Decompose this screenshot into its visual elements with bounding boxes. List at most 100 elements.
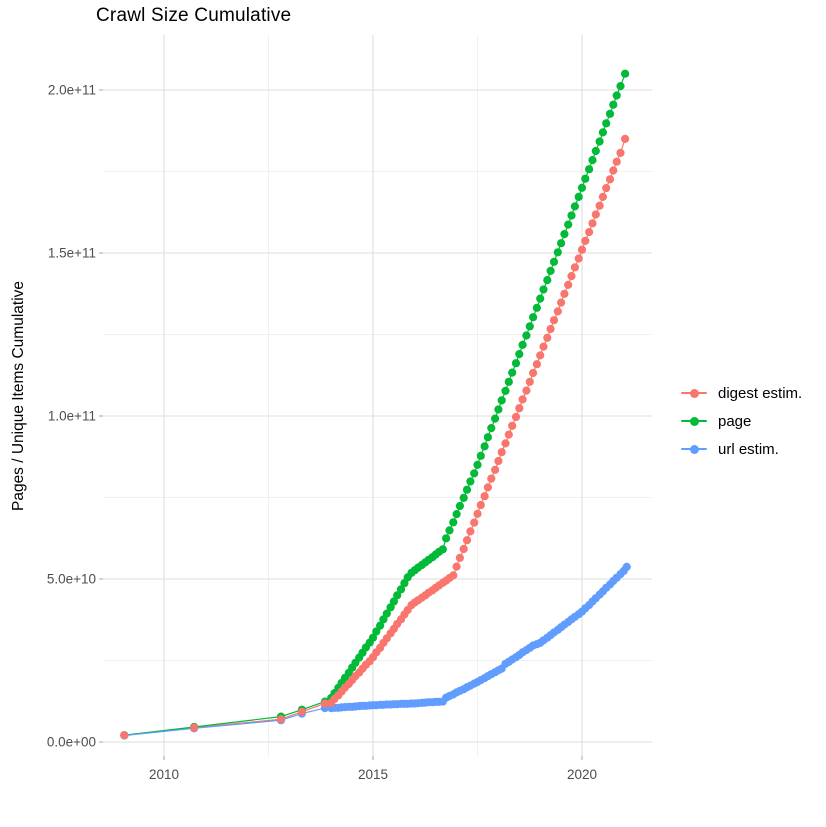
legend-item-url: url estim. [681, 435, 802, 463]
series-point-page [605, 109, 615, 118]
series-point-digest-estim- [609, 166, 618, 175]
series-point-digest-estim- [570, 263, 580, 272]
series-point-digest-estim- [480, 492, 489, 501]
series-point-digest-estim- [452, 562, 461, 571]
series-point-digest-estim- [529, 368, 538, 378]
series-point-page [480, 442, 489, 451]
series-point-page [532, 303, 542, 312]
series-point-digest-estim- [459, 544, 468, 554]
series-point-digest-estim- [483, 483, 492, 492]
series-point-page [396, 585, 406, 594]
series-point-digest-estim- [543, 333, 552, 342]
series-point-page [549, 257, 559, 266]
series-point-page [473, 460, 482, 469]
series-point-page [466, 477, 475, 486]
series-point-page [536, 294, 545, 303]
series-point-digest-estim- [612, 157, 621, 166]
series-point-page [487, 424, 496, 433]
series-point-digest-estim- [494, 456, 503, 466]
series-point-digest-estim- [462, 536, 472, 545]
series-point-page [442, 534, 451, 543]
y-tick-label: 2.0e+11 [48, 83, 96, 98]
series-point-page [508, 368, 517, 377]
series-point-digest-estim- [501, 439, 510, 448]
legend-label: page [718, 412, 752, 430]
legend-item-digest: digest estim. [681, 379, 802, 407]
series-point-page [455, 501, 464, 511]
series-point-digest-estim- [591, 210, 600, 219]
series-point-digest-estim- [190, 723, 199, 732]
series-point-page [382, 609, 391, 618]
series-point-digest-estim- [585, 228, 594, 237]
series-point-digest-estim- [120, 731, 129, 740]
series-point-page [389, 597, 398, 606]
series-point-digest-estim- [491, 465, 500, 474]
x-tick-label: 2010 [149, 767, 179, 782]
series-point-digest-estim- [522, 386, 531, 395]
series-point-page [581, 174, 590, 183]
series-point-page [497, 396, 506, 405]
series-point-digest-estim- [605, 175, 615, 184]
page-title: Crawl Size Cumulative [96, 5, 292, 26]
series-point-page [372, 627, 381, 636]
y-tick-label: 0.0e+00 [47, 735, 96, 750]
series-point-page [368, 633, 378, 642]
series-point-digest-estim- [470, 518, 479, 527]
legend-label: digest estim. [718, 384, 803, 402]
series-point-page [574, 192, 583, 201]
series-point-page [567, 211, 576, 220]
series-line-digest-estim- [124, 138, 626, 736]
legend-label: url estim. [718, 440, 779, 458]
series-point-page [452, 509, 461, 519]
series-point-digest-estim- [567, 272, 576, 281]
series-point-digest-estim- [564, 280, 573, 289]
series-point-digest-estim- [297, 707, 306, 716]
legend-key-page-icon [681, 412, 707, 430]
series-point-digest-estim- [487, 474, 496, 483]
series-point-digest-estim- [497, 448, 506, 457]
series-point-page [591, 146, 600, 156]
series-point-page [612, 91, 621, 100]
series-point-page [491, 414, 500, 423]
series-point-page [546, 266, 555, 275]
series-point-digest-estim- [320, 699, 329, 708]
series-point-page [585, 165, 594, 174]
series-point-digest-estim- [581, 236, 590, 245]
series-point-page [494, 405, 503, 414]
series-point-digest-estim- [515, 404, 524, 413]
series-point-page [522, 331, 531, 340]
series-point-page [459, 493, 468, 502]
y-tick-label: 1.5e+11 [48, 246, 96, 261]
series-point-page [525, 322, 534, 331]
series-point-digest-estim- [532, 360, 542, 369]
y-tick-label: 1.0e+11 [48, 409, 96, 424]
series-point-digest-estim- [574, 254, 583, 263]
series-point-page [602, 119, 611, 128]
series-point-page [609, 100, 618, 109]
series-point-page [588, 156, 597, 165]
series-point-page [518, 340, 527, 349]
series-point-page [445, 526, 454, 535]
x-tick-label: 2020 [567, 767, 597, 782]
series-point-digest-estim- [539, 342, 548, 351]
series-point-digest-estim- [525, 377, 534, 386]
series-point-page [504, 377, 513, 386]
series-point-digest-estim- [595, 201, 604, 210]
series-point-digest-estim- [476, 500, 485, 510]
series-point-digest-estim- [449, 571, 458, 580]
series-point-page [553, 248, 562, 257]
series-point-page [438, 545, 447, 554]
series-point-page [449, 518, 458, 527]
series-point-page [621, 69, 630, 78]
series-point-page [570, 202, 580, 211]
series-point-page [577, 183, 587, 192]
series-point-page [470, 469, 479, 478]
series-point-page [543, 276, 552, 285]
series-point-digest-estim- [557, 298, 566, 307]
series-point-page [462, 485, 472, 494]
series-point-page [598, 128, 608, 137]
series-point-digest-estim- [560, 289, 569, 298]
x-tick-label: 2015 [358, 767, 388, 782]
series-point-digest-estim- [455, 553, 464, 562]
